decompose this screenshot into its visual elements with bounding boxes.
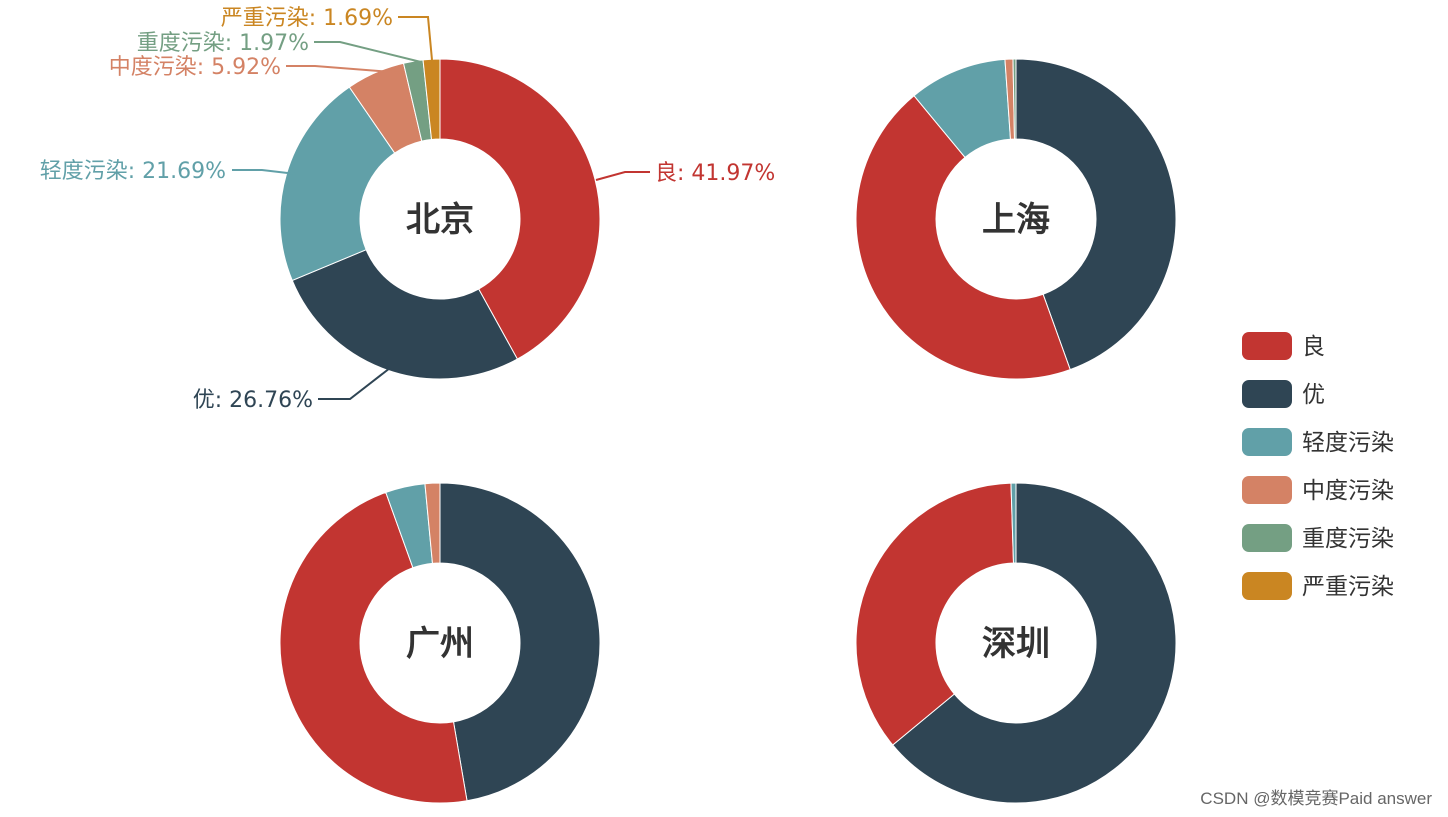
slice-data-label: 中度污染: 5.92% — [109, 55, 281, 80]
legend-swatch — [1242, 428, 1292, 456]
label-leader-line — [318, 367, 391, 400]
legend-label: 中度污染 — [1302, 478, 1394, 504]
legend-item[interactable]: 优 — [1242, 380, 1325, 408]
label-leader-line — [595, 171, 650, 181]
slice-data-label: 严重污染: 1.69% — [221, 6, 393, 31]
slice-data-label: 良: 41.97% — [655, 161, 775, 186]
donut-center-title: 广州 — [406, 624, 474, 664]
pie-slice[interactable] — [279, 491, 468, 804]
legend-item[interactable]: 严重污染 — [1242, 572, 1394, 600]
legend-item[interactable]: 重度污染 — [1242, 524, 1394, 552]
legend-item[interactable]: 轻度污染 — [1242, 428, 1394, 456]
pie-slice[interactable] — [279, 86, 396, 282]
pie-slice[interactable] — [439, 482, 601, 802]
legend-label: 轻度污染 — [1302, 430, 1394, 456]
legend-swatch — [1242, 524, 1292, 552]
slice-data-label: 优: 26.76% — [193, 388, 313, 413]
legend-label: 优 — [1302, 382, 1325, 408]
donut-center-title: 上海 — [982, 200, 1050, 240]
label-leader-line — [232, 169, 297, 175]
donut-hole — [360, 563, 520, 723]
donut-2: 上海 — [855, 58, 1177, 380]
legend-swatch — [1242, 380, 1292, 408]
legend-swatch — [1242, 476, 1292, 504]
donut-3: 广州 — [279, 482, 601, 804]
donut-center-title: 北京 — [406, 200, 474, 240]
donut-hole — [936, 139, 1096, 299]
legend-item[interactable]: 中度污染 — [1242, 476, 1394, 504]
legend-label: 严重污染 — [1302, 574, 1394, 600]
legend-swatch — [1242, 332, 1292, 360]
watermark-text: CSDN @数模竞赛Paid answer — [1200, 788, 1432, 808]
label-leader-line — [286, 65, 406, 74]
donut-center-title: 深圳 — [982, 624, 1050, 664]
label-leader-line — [398, 16, 433, 61]
label-leader-line — [314, 41, 422, 63]
pies-layer: 北京 良: 41.97% 优: 26.76% 轻度污染: 21.69% 中度污染: 5.… — [40, 6, 1177, 804]
legend-label: 重度污染 — [1302, 526, 1394, 552]
donut-4: 深圳 — [855, 482, 1177, 804]
slice-data-label: 轻度污染: 21.69% — [40, 159, 226, 184]
legend-swatch — [1242, 572, 1292, 600]
donut-1: 北京 良: 41.97% 优: 26.76% 轻度污染: 21.69% 中度污染: 5.… — [40, 6, 776, 413]
donut-hole — [936, 563, 1096, 723]
slice-data-label: 重度污染: 1.97% — [137, 31, 309, 56]
donut-hole — [360, 139, 520, 299]
legend-item[interactable]: 良 — [1242, 332, 1325, 360]
legend-label: 良 — [1302, 334, 1325, 360]
